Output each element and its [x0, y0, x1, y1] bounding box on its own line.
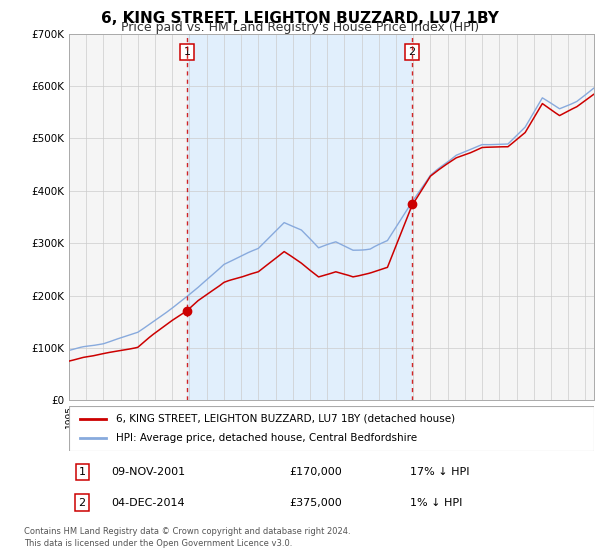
Text: Contains HM Land Registry data © Crown copyright and database right 2024.: Contains HM Land Registry data © Crown c…: [24, 528, 350, 536]
Text: HPI: Average price, detached house, Central Bedfordshire: HPI: Average price, detached house, Cent…: [116, 433, 418, 444]
Text: 6, KING STREET, LEIGHTON BUZZARD, LU7 1BY: 6, KING STREET, LEIGHTON BUZZARD, LU7 1B…: [101, 11, 499, 26]
Text: This data is licensed under the Open Government Licence v3.0.: This data is licensed under the Open Gov…: [24, 539, 292, 548]
Text: 1: 1: [79, 467, 86, 477]
Text: 17% ↓ HPI: 17% ↓ HPI: [410, 467, 470, 477]
Text: Price paid vs. HM Land Registry's House Price Index (HPI): Price paid vs. HM Land Registry's House …: [121, 21, 479, 34]
Text: £375,000: £375,000: [290, 498, 342, 507]
Text: 1: 1: [184, 47, 191, 57]
Text: £170,000: £170,000: [290, 467, 342, 477]
Text: 2: 2: [409, 47, 415, 57]
Text: 09-NOV-2001: 09-NOV-2001: [111, 467, 185, 477]
Text: 1% ↓ HPI: 1% ↓ HPI: [410, 498, 463, 507]
Text: 2: 2: [79, 498, 86, 507]
Text: 04-DEC-2014: 04-DEC-2014: [111, 498, 185, 507]
Bar: [187, 34, 412, 400]
Text: 6, KING STREET, LEIGHTON BUZZARD, LU7 1BY (detached house): 6, KING STREET, LEIGHTON BUZZARD, LU7 1B…: [116, 413, 455, 423]
